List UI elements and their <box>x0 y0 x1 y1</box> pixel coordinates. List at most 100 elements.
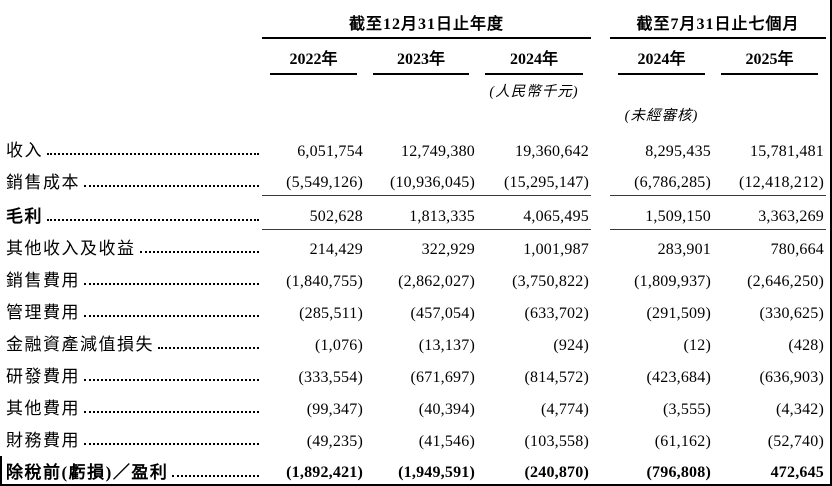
dot-leader <box>84 185 259 187</box>
value-cell: (291,509) <box>646 305 711 322</box>
table-body: 收入 6,051,754 12,749,380 19,360,642 8,295… <box>6 132 826 484</box>
value-cell: 3,363,269 <box>713 204 826 230</box>
value-cell: 322,929 <box>421 241 475 258</box>
col-header-2024: 2024年 <box>485 44 583 75</box>
value-cell: (457,054) <box>410 305 475 322</box>
table-row-rd-expenses: 研發費用 (333,554) (671,697) (814,572) (423,… <box>6 358 824 390</box>
row-label: 銷售成本 <box>6 173 80 192</box>
table-row-cost-of-sales: 銷售成本 (5,549,126) (10,936,045) (15,295,14… <box>6 164 826 196</box>
col-header-2022: 2022年 <box>270 44 357 75</box>
value-cell: (103,558) <box>524 433 589 450</box>
value-cell: (330,625) <box>759 305 824 322</box>
value-cell: (49,235) <box>306 433 363 450</box>
value-cell: (2,646,250) <box>747 273 824 290</box>
value-cell: (52,740) <box>767 433 824 450</box>
table-row-finance-costs: 財務費用 (49,235) (41,546) (103,558) (61,162… <box>6 422 824 454</box>
value-cell: (61,162) <box>654 433 711 450</box>
value-cell: (2,862,027) <box>398 273 475 290</box>
value-cell: 1,813,335 <box>365 204 477 230</box>
period-group-seven-months: 截至7月31日止七個月 <box>610 10 826 39</box>
value-cell: 1,001,987 <box>523 241 589 258</box>
value-cell: (240,870) <box>477 460 591 484</box>
value-cell: (1,076) <box>314 337 363 354</box>
value-cell: (428) <box>788 337 824 354</box>
dot-leader <box>47 153 259 155</box>
row-label: 財務費用 <box>6 431 80 450</box>
unaudited-note: (未經審核) <box>624 108 699 124</box>
dot-leader <box>139 251 259 253</box>
value-cell: (15,295,147) <box>477 170 591 196</box>
value-cell: 8,295,435 <box>645 143 711 160</box>
col-header-2025-7m: 2025年 <box>721 44 818 75</box>
value-cell: 4,065,495 <box>477 204 591 230</box>
value-cell: (1,892,421) <box>262 460 365 484</box>
value-cell: 6,051,754 <box>297 143 363 160</box>
row-label: 銷售費用 <box>6 271 80 290</box>
table-row-gross-profit: 毛利 502,628 1,813,335 4,065,495 1,509,150… <box>6 198 826 230</box>
row-label: 其他收入及收益 <box>6 239 136 258</box>
table-row-revenue: 收入 6,051,754 12,749,380 19,360,642 8,295… <box>6 132 824 164</box>
value-cell: (3,750,822) <box>512 273 589 290</box>
value-cell: (796,808) <box>610 460 713 484</box>
dot-leader <box>84 283 259 285</box>
table-row-impairment-losses: 金融資產減值損失 (1,076) (13,137) (924) (12) (42… <box>6 326 824 358</box>
value-cell: (423,684) <box>646 369 711 386</box>
value-cell: 12,749,380 <box>401 143 475 160</box>
value-cell: 502,628 <box>262 204 365 230</box>
dot-leader <box>158 347 259 349</box>
row-label: 其他費用 <box>6 399 80 418</box>
col-header-2024-7m: 2024年 <box>618 44 705 75</box>
dot-leader <box>172 475 259 477</box>
value-cell: 1,509,150 <box>610 204 713 230</box>
row-label: 毛利 <box>6 207 43 226</box>
dot-leader <box>84 443 259 445</box>
value-cell: 780,664 <box>770 241 824 258</box>
table-row-other-expenses: 其他費用 (99,347) (40,394) (4,774) (3,555) (… <box>6 390 824 422</box>
header-period-groups: 截至12月31日止年度 截至7月31日止七個月 <box>6 10 826 39</box>
table-row-profit-before-tax: 除稅前(虧損)／盈利 (1,892,421) (1,949,591) (240,… <box>6 454 826 484</box>
value-cell: 15,781,481 <box>750 143 824 160</box>
value-cell: (671,697) <box>410 369 475 386</box>
header-years: 2022年 2023年 2024年 2024年 2025年 <box>6 44 824 75</box>
value-cell: (12,418,212) <box>713 170 826 196</box>
row-label: 金融資產減值損失 <box>6 335 154 354</box>
table-row-admin-expenses: 管理費用 (285,511) (457,054) (633,702) (291,… <box>6 294 824 326</box>
dot-leader <box>84 411 259 413</box>
currency-note: (人民幣千元) <box>489 84 579 100</box>
table-row-other-income: 其他收入及收益 214,429 322,929 1,001,987 283,90… <box>6 230 824 262</box>
row-label: 收入 <box>6 141 43 160</box>
value-cell: (13,137) <box>418 337 475 354</box>
currency-note-row: (人民幣千元) <box>6 75 824 101</box>
value-cell: 19,360,642 <box>515 143 589 160</box>
value-cell: (41,546) <box>418 433 475 450</box>
value-cell: (40,394) <box>418 401 475 418</box>
value-cell: (3,555) <box>662 401 711 418</box>
row-label: 管理費用 <box>6 303 80 322</box>
value-cell: (10,936,045) <box>365 170 477 196</box>
period-group-annual: 截至12月31日止年度 <box>262 10 591 39</box>
dot-leader <box>84 315 259 317</box>
value-cell: 472,645 <box>713 460 826 484</box>
value-cell: 283,901 <box>657 241 711 258</box>
value-cell: (636,903) <box>759 369 824 386</box>
row-label: 除稅前(虧損)／盈利 <box>6 463 169 482</box>
col-header-2023: 2023年 <box>373 44 469 75</box>
value-cell: (285,511) <box>299 305 363 322</box>
row-label: 研發費用 <box>6 367 80 386</box>
unaudited-note-row: (未經審核) <box>6 101 824 125</box>
value-cell: (99,347) <box>306 401 363 418</box>
value-cell: (814,572) <box>524 369 589 386</box>
value-cell: (633,702) <box>524 305 589 322</box>
value-cell: 214,429 <box>309 241 363 258</box>
dot-leader <box>47 219 259 221</box>
value-cell: (1,949,591) <box>365 460 477 484</box>
dot-leader <box>84 379 259 381</box>
value-cell: (4,342) <box>775 401 824 418</box>
value-cell: (6,786,285) <box>610 170 713 196</box>
value-cell: (333,554) <box>298 369 363 386</box>
value-cell: (1,809,937) <box>634 273 711 290</box>
value-cell: (5,549,126) <box>262 170 365 196</box>
value-cell: (1,840,755) <box>286 273 363 290</box>
table-row-selling-expenses: 銷售費用 (1,840,755) (2,862,027) (3,750,822)… <box>6 262 824 294</box>
